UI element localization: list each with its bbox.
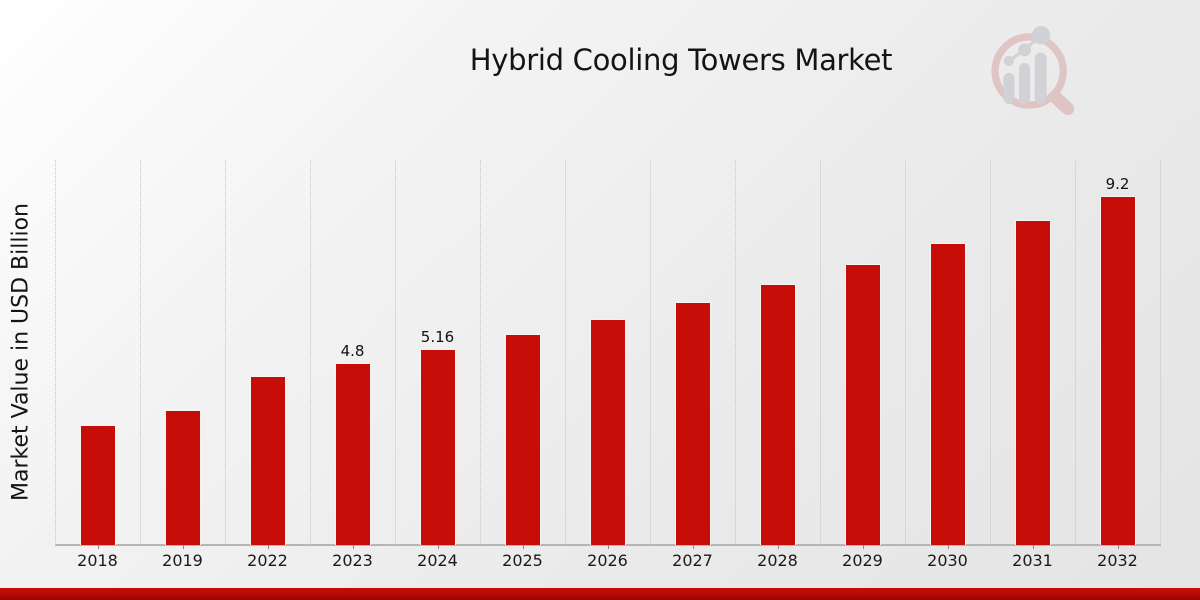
gridline xyxy=(650,160,651,545)
bar-2025 xyxy=(504,334,541,545)
x-axis-tick xyxy=(862,545,864,549)
gridline xyxy=(395,160,396,545)
x-tick-label-2028: 2028 xyxy=(757,551,798,570)
bar-2022 xyxy=(249,376,286,545)
x-tick-label-2026: 2026 xyxy=(587,551,628,570)
bar-2032 xyxy=(1099,196,1136,545)
bar-value-label-2023: 4.8 xyxy=(340,342,365,360)
bar-value-label-2024: 5.16 xyxy=(420,328,455,346)
x-tick-label-2029: 2029 xyxy=(842,551,883,570)
x-axis-tick xyxy=(437,545,439,549)
x-tick-label-2024: 2024 xyxy=(417,551,458,570)
x-tick-label-2018: 2018 xyxy=(77,551,118,570)
gridline xyxy=(735,160,736,545)
x-axis-tick xyxy=(777,545,779,549)
bar-value-label-2032: 9.2 xyxy=(1105,175,1130,193)
gridline xyxy=(225,160,226,545)
bar-2018 xyxy=(79,425,116,545)
gridline xyxy=(55,160,56,545)
x-axis-tick xyxy=(947,545,949,549)
gridline xyxy=(820,160,821,545)
gridline xyxy=(905,160,906,545)
x-axis-tick xyxy=(267,545,269,549)
x-axis-tick xyxy=(352,545,354,549)
bar-2031 xyxy=(1014,220,1051,545)
chart-title: Hybrid Cooling Towers Market xyxy=(469,43,893,77)
gridline xyxy=(310,160,311,545)
x-axis-tick xyxy=(182,545,184,549)
x-tick-label-2027: 2027 xyxy=(672,551,713,570)
x-axis-tick xyxy=(607,545,609,549)
bar-2026 xyxy=(589,319,626,545)
bottom-ribbon xyxy=(0,588,1200,600)
x-tick-label-2025: 2025 xyxy=(502,551,543,570)
plot-area: 2018 2019 2022 4.8 2023 5.16 2024 2025 2026 2027 2… xyxy=(55,160,1161,570)
bar-2023 xyxy=(334,363,371,545)
bar-2027 xyxy=(674,302,711,545)
x-tick-label-2023: 2023 xyxy=(332,551,373,570)
magnifier-bar-chart-logo-icon xyxy=(991,25,1075,116)
x-tick-label-2022: 2022 xyxy=(247,551,288,570)
bar-2024 xyxy=(419,349,456,545)
bar-2028 xyxy=(759,284,796,545)
x-axis-tick xyxy=(1032,545,1034,549)
x-tick-label-2019: 2019 xyxy=(162,551,203,570)
y-axis-label: Market Value in USD Billion xyxy=(8,202,34,502)
gridline xyxy=(140,160,141,545)
gridline xyxy=(565,160,566,545)
gridline xyxy=(480,160,481,545)
bar-2029 xyxy=(844,264,881,545)
bar-2019 xyxy=(164,410,201,545)
gridline xyxy=(1160,160,1161,545)
x-axis-tick xyxy=(692,545,694,549)
x-tick-label-2032: 2032 xyxy=(1097,551,1138,570)
x-tick-label-2030: 2030 xyxy=(927,551,968,570)
x-axis-tick xyxy=(1117,545,1119,549)
bar-2030 xyxy=(929,243,966,545)
x-axis-tick xyxy=(522,545,524,549)
x-axis-tick xyxy=(97,545,99,549)
gridline xyxy=(990,160,991,545)
gridline xyxy=(1075,160,1076,545)
x-tick-label-2031: 2031 xyxy=(1012,551,1053,570)
